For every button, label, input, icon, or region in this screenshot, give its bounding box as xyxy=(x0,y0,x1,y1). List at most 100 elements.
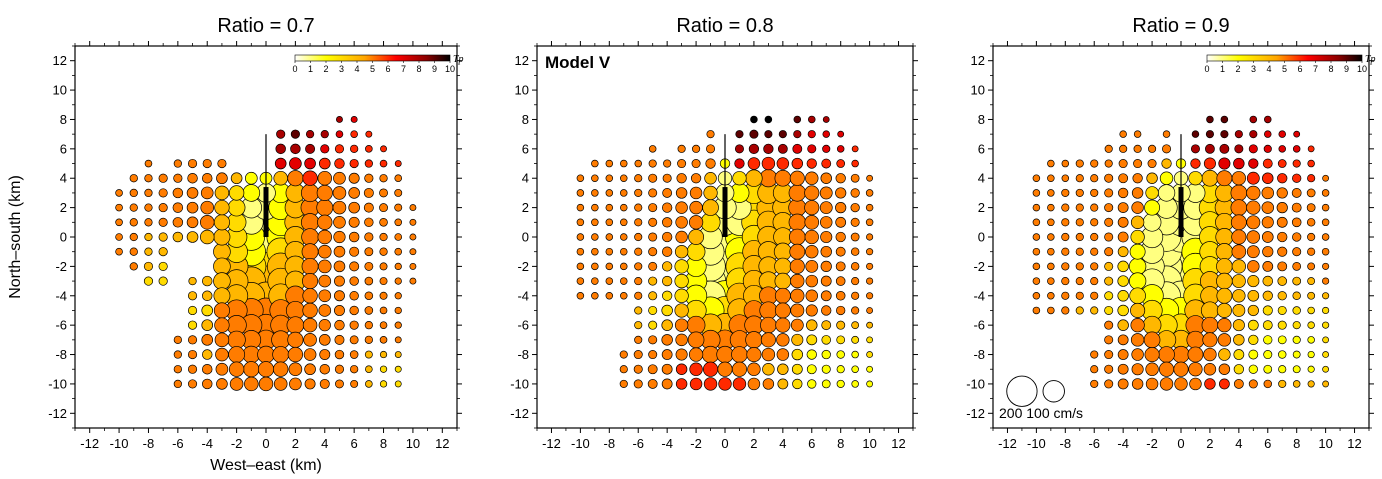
data-point xyxy=(217,158,227,169)
data-point xyxy=(619,350,628,359)
data-point xyxy=(576,189,585,197)
data-point xyxy=(303,348,317,361)
data-point xyxy=(1075,291,1084,300)
data-point xyxy=(1104,188,1114,198)
data-point xyxy=(792,143,803,154)
data-point xyxy=(365,365,373,374)
data-point xyxy=(1061,262,1070,271)
data-point xyxy=(1032,174,1041,182)
data-point xyxy=(1145,186,1159,200)
data-point xyxy=(688,229,705,245)
data-point xyxy=(1117,334,1129,346)
data-point xyxy=(820,290,832,302)
data-point xyxy=(214,317,230,333)
data-point xyxy=(605,277,614,285)
data-point xyxy=(851,306,860,315)
data-point xyxy=(201,334,214,346)
y-tick-label: -12 xyxy=(966,406,985,421)
data-point xyxy=(305,130,315,139)
colorbar-tick-label: 10 xyxy=(445,64,455,74)
data-point xyxy=(806,319,818,331)
data-point xyxy=(1322,262,1330,270)
data-point xyxy=(1262,172,1274,184)
x-tick-label: 10 xyxy=(406,436,420,451)
data-point xyxy=(804,214,820,230)
data-point xyxy=(317,244,332,259)
y-tick-label: -8 xyxy=(973,347,985,362)
x-tick-label: -12 xyxy=(998,436,1017,451)
y-tick-label: 10 xyxy=(515,83,529,98)
data-point xyxy=(348,187,360,199)
y-tick-label: 8 xyxy=(60,112,67,127)
data-point xyxy=(774,287,791,304)
data-point xyxy=(1061,232,1070,242)
data-point xyxy=(1232,319,1245,332)
data-point xyxy=(1131,348,1144,361)
data-point xyxy=(1075,232,1084,242)
data-point xyxy=(705,158,716,169)
data-point xyxy=(1146,172,1158,184)
data-point xyxy=(634,291,643,300)
data-point xyxy=(1144,199,1161,216)
data-point xyxy=(634,174,643,183)
data-point xyxy=(301,257,319,275)
data-point xyxy=(662,261,673,272)
data-point xyxy=(835,216,847,228)
data-point xyxy=(1261,201,1274,214)
data-point xyxy=(365,130,373,138)
data-point xyxy=(350,379,359,388)
data-point xyxy=(1047,218,1055,227)
data-point xyxy=(379,380,388,388)
data-point xyxy=(620,233,628,241)
data-point xyxy=(274,157,287,170)
data-point xyxy=(805,289,818,302)
x-tick-label: 10 xyxy=(862,436,876,451)
data-point xyxy=(187,349,198,360)
size-legend-200-circle xyxy=(1006,375,1038,407)
data-point xyxy=(202,290,213,301)
data-point xyxy=(364,306,374,315)
data-point xyxy=(129,247,138,256)
panel-ratio-0-9: -12 -10 -8 -6 -4 -2 0 2 4 6 8 10 12-12-10-8-6-4-2024… xyxy=(966,15,1375,451)
data-point xyxy=(115,189,123,197)
data-point xyxy=(1090,365,1099,374)
data-point xyxy=(774,302,791,319)
data-point xyxy=(692,144,701,153)
data-point xyxy=(379,188,388,198)
data-point xyxy=(1234,144,1244,154)
data-point xyxy=(1061,277,1070,286)
data-point xyxy=(687,331,705,349)
colorbar-tick-label: 3 xyxy=(339,64,344,74)
data-point xyxy=(1292,262,1302,271)
data-point xyxy=(288,362,303,377)
data-point xyxy=(1292,145,1301,153)
data-point xyxy=(1321,189,1330,197)
data-point xyxy=(394,160,402,167)
data-point xyxy=(1248,349,1259,360)
data-point xyxy=(318,334,331,346)
data-point xyxy=(1292,232,1302,242)
data-point xyxy=(619,379,628,388)
data-point xyxy=(1090,218,1099,227)
data-point xyxy=(1189,377,1202,391)
data-point xyxy=(379,336,388,344)
data-point xyxy=(1104,364,1114,374)
data-point xyxy=(732,377,747,391)
data-point xyxy=(634,306,643,315)
data-point xyxy=(1263,335,1273,345)
data-point xyxy=(409,218,417,226)
data-point xyxy=(1263,364,1273,374)
data-point xyxy=(1143,331,1161,349)
data-point xyxy=(228,361,245,377)
data-point xyxy=(835,276,846,286)
data-point xyxy=(379,232,388,242)
data-point xyxy=(1032,233,1041,241)
data-point xyxy=(1233,349,1245,360)
data-point xyxy=(216,378,228,390)
data-point xyxy=(1321,247,1330,256)
x-tick-label: 8 xyxy=(380,436,387,451)
data-point xyxy=(1117,319,1129,331)
data-point xyxy=(1188,171,1203,186)
data-point xyxy=(820,260,832,272)
data-point xyxy=(1321,203,1330,212)
